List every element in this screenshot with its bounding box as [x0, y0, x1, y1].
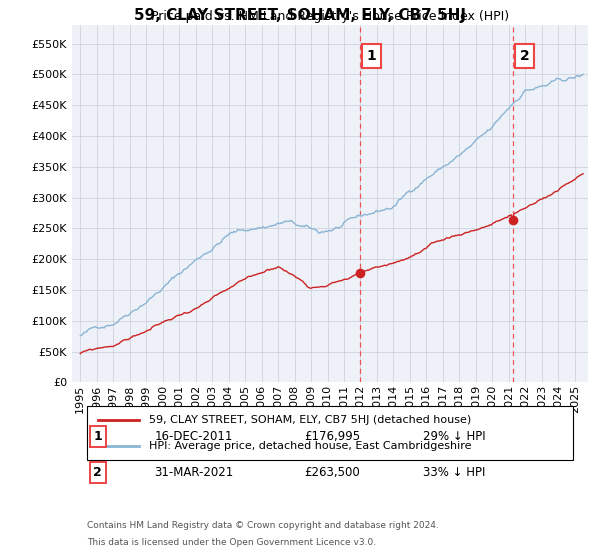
Text: HPI: Average price, detached house, East Cambridgeshire: HPI: Average price, detached house, East…	[149, 441, 472, 451]
Text: Contains HM Land Registry data © Crown copyright and database right 2024.: Contains HM Land Registry data © Crown c…	[88, 521, 439, 530]
Text: 2: 2	[94, 466, 102, 479]
FancyBboxPatch shape	[88, 405, 572, 460]
Text: 1: 1	[367, 49, 376, 63]
Text: 33% ↓ HPI: 33% ↓ HPI	[423, 466, 485, 479]
Text: 31-MAR-2021: 31-MAR-2021	[155, 466, 234, 479]
Text: This data is licensed under the Open Government Licence v3.0.: This data is licensed under the Open Gov…	[88, 538, 377, 547]
Title: Price paid vs. HM Land Registry's House Price Index (HPI): Price paid vs. HM Land Registry's House …	[151, 10, 509, 22]
Text: 29% ↓ HPI: 29% ↓ HPI	[423, 430, 485, 443]
Text: £176,995: £176,995	[304, 430, 361, 443]
Text: £263,500: £263,500	[304, 466, 360, 479]
Text: 59, CLAY STREET, SOHAM, ELY, CB7 5HJ: 59, CLAY STREET, SOHAM, ELY, CB7 5HJ	[134, 8, 466, 24]
Text: 1: 1	[94, 430, 102, 443]
Text: 16-DEC-2011: 16-DEC-2011	[155, 430, 233, 443]
Text: 2: 2	[520, 49, 529, 63]
Text: 59, CLAY STREET, SOHAM, ELY, CB7 5HJ (detached house): 59, CLAY STREET, SOHAM, ELY, CB7 5HJ (de…	[149, 414, 472, 424]
